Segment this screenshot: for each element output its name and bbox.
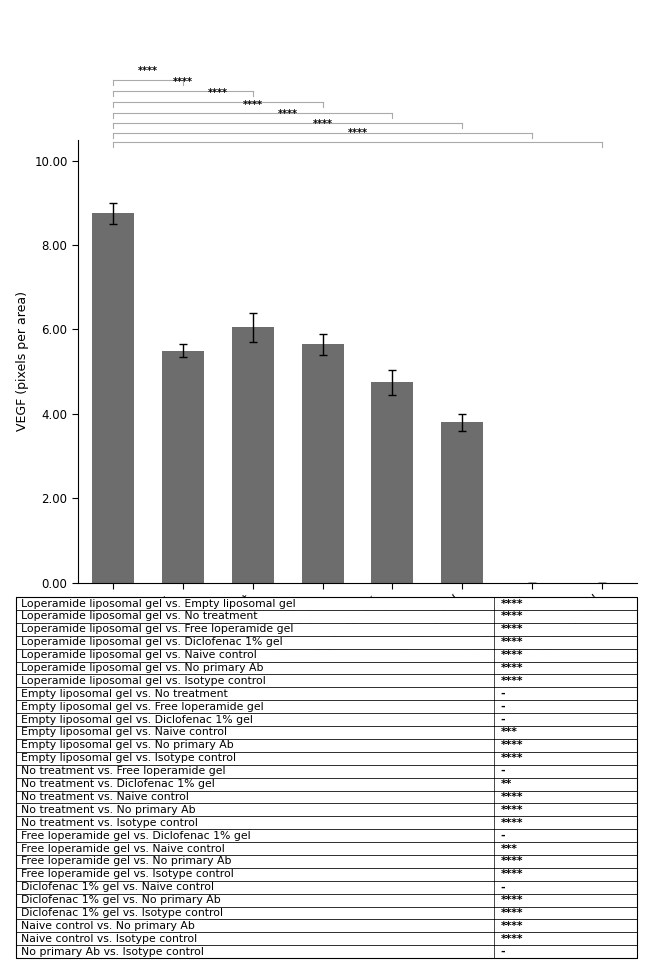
Text: ****: **** (500, 870, 523, 879)
Bar (16, 946, 637, 958)
Text: Diclofenac 1% gel vs. Isotype control: Diclofenac 1% gel vs. Isotype control (21, 908, 223, 918)
Text: Diclofenac 1% gel vs. Naive control: Diclofenac 1% gel vs. Naive control (21, 882, 215, 893)
Text: Empty liposomal gel vs. Free loperamide gel: Empty liposomal gel vs. Free loperamide … (21, 702, 264, 712)
Bar (16, 829, 637, 842)
Text: ****: **** (242, 99, 263, 110)
Bar (16, 688, 637, 700)
Text: -: - (500, 882, 505, 893)
Text: ****: **** (500, 908, 523, 918)
Text: Empty liposomal gel vs. No treatment: Empty liposomal gel vs. No treatment (21, 689, 228, 699)
Text: ****: **** (173, 77, 193, 88)
Text: ****: **** (208, 89, 227, 98)
Bar (162, 351, 203, 583)
Text: ****: **** (500, 624, 523, 635)
Text: ****: **** (278, 109, 298, 119)
Text: Loperamide liposomal gel vs. Naive control: Loperamide liposomal gel vs. Naive contr… (21, 650, 257, 660)
Bar (16, 932, 637, 946)
Text: Loperamide liposomal gel vs. Isotype control: Loperamide liposomal gel vs. Isotype con… (21, 676, 266, 686)
Text: Naive control vs. No primary Ab: Naive control vs. No primary Ab (21, 921, 195, 931)
Text: ****: **** (500, 612, 523, 621)
Bar (16, 817, 637, 829)
Text: No treatment vs. No primary Ab: No treatment vs. No primary Ab (21, 805, 196, 815)
Text: ****: **** (500, 753, 523, 764)
Text: **: ** (500, 779, 512, 789)
Text: Free loperamide gel vs. Diclofenac 1% gel: Free loperamide gel vs. Diclofenac 1% ge… (21, 831, 251, 841)
Text: ****: **** (500, 856, 523, 867)
Text: No treatment vs. Isotype control: No treatment vs. Isotype control (21, 818, 198, 828)
Bar (16, 920, 637, 932)
Bar (16, 778, 637, 791)
Text: Naive control vs. Isotype control: Naive control vs. Isotype control (21, 934, 198, 944)
Text: -: - (500, 831, 505, 841)
Text: Loperamide liposomal gel vs. No treatment: Loperamide liposomal gel vs. No treatmen… (21, 612, 257, 621)
Text: ***: *** (500, 727, 517, 738)
Bar (16, 636, 637, 649)
Text: Loperamide liposomal gel vs. Empty liposomal gel: Loperamide liposomal gel vs. Empty lipos… (21, 599, 296, 609)
Text: -: - (500, 702, 505, 712)
Text: ****: **** (348, 128, 367, 139)
Bar (16, 803, 637, 817)
Bar (16, 855, 637, 868)
Y-axis label: VEGF (pixels per area): VEGF (pixels per area) (16, 291, 29, 431)
Text: -: - (500, 947, 505, 956)
Text: ****: **** (500, 805, 523, 815)
Bar (16, 674, 637, 688)
Text: ****: **** (500, 663, 523, 673)
Text: No treatment vs. Naive control: No treatment vs. Naive control (21, 792, 189, 802)
Bar (16, 610, 637, 623)
Bar (16, 649, 637, 662)
Text: -: - (500, 715, 505, 724)
Text: -: - (500, 767, 505, 776)
Text: ****: **** (500, 792, 523, 802)
Text: ****: **** (500, 741, 523, 750)
Text: Diclofenac 1% gel vs. No primary Ab: Diclofenac 1% gel vs. No primary Ab (21, 896, 221, 905)
Text: ****: **** (500, 650, 523, 660)
Text: No treatment vs. Free loperamide gel: No treatment vs. Free loperamide gel (21, 767, 226, 776)
Text: Loperamide liposomal gel vs. No primary Ab: Loperamide liposomal gel vs. No primary … (21, 663, 264, 673)
Bar (16, 714, 637, 726)
Bar (92, 214, 134, 583)
Bar (16, 868, 637, 881)
Bar (16, 662, 637, 674)
Bar (16, 791, 637, 803)
Text: ****: **** (500, 676, 523, 686)
Text: ****: **** (500, 599, 523, 609)
Text: No primary Ab vs. Isotype control: No primary Ab vs. Isotype control (21, 947, 204, 956)
Bar (16, 906, 637, 920)
Text: ****: **** (500, 934, 523, 944)
Bar (16, 597, 637, 610)
Text: Free loperamide gel vs. No primary Ab: Free loperamide gel vs. No primary Ab (21, 856, 231, 867)
Text: No treatment vs. Diclofenac 1% gel: No treatment vs. Diclofenac 1% gel (21, 779, 215, 789)
Bar (16, 881, 637, 894)
Bar (231, 327, 274, 583)
Bar (16, 765, 637, 777)
Text: Empty liposomal gel vs. Isotype control: Empty liposomal gel vs. Isotype control (21, 753, 236, 764)
Bar (16, 623, 637, 636)
Bar (16, 739, 637, 752)
Text: Empty liposomal gel vs. Diclofenac 1% gel: Empty liposomal gel vs. Diclofenac 1% ge… (21, 715, 253, 724)
Text: ***: *** (500, 844, 517, 853)
Text: -: - (500, 689, 505, 699)
Bar (16, 752, 637, 765)
Bar (441, 423, 483, 583)
Text: ****: **** (138, 66, 158, 76)
Text: Loperamide liposomal gel vs. Diclofenac 1% gel: Loperamide liposomal gel vs. Diclofenac … (21, 638, 283, 647)
Text: Free loperamide gel vs. Naive control: Free loperamide gel vs. Naive control (21, 844, 225, 853)
Bar (16, 700, 637, 714)
Bar (16, 726, 637, 739)
Text: ****: **** (500, 638, 523, 647)
Text: Loperamide liposomal gel vs. Free loperamide gel: Loperamide liposomal gel vs. Free lopera… (21, 624, 294, 635)
Text: ****: **** (500, 921, 523, 931)
Text: Free loperamide gel vs. Isotype control: Free loperamide gel vs. Isotype control (21, 870, 234, 879)
Bar (16, 842, 637, 855)
Text: Empty liposomal gel vs. No primary Ab: Empty liposomal gel vs. No primary Ab (21, 741, 234, 750)
Bar (372, 382, 413, 583)
Bar (302, 344, 344, 583)
Text: ****: **** (500, 818, 523, 828)
Text: ****: **** (313, 119, 333, 129)
Text: Empty liposomal gel vs. Naive control: Empty liposomal gel vs. Naive control (21, 727, 227, 738)
Bar (16, 894, 637, 906)
Text: ****: **** (500, 896, 523, 905)
